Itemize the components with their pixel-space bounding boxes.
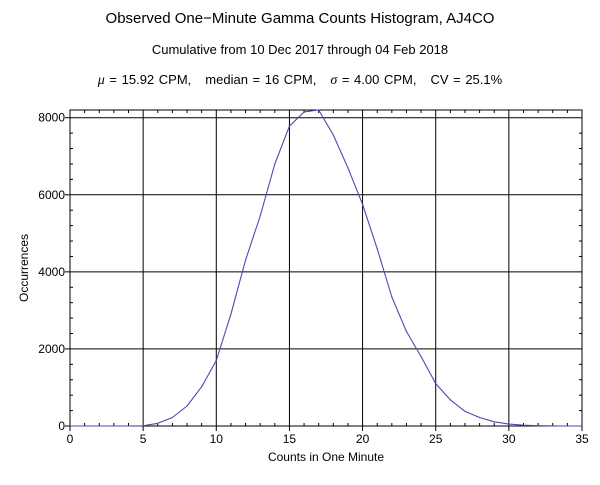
data-point bbox=[274, 163, 276, 165]
data-point bbox=[508, 423, 510, 425]
data-point bbox=[113, 425, 115, 427]
grid bbox=[69, 110, 583, 427]
data-point bbox=[288, 125, 291, 127]
data-point bbox=[244, 259, 247, 261]
data-point bbox=[215, 359, 217, 362]
data-point bbox=[303, 111, 305, 113]
x-axis-label: Counts in One Minute bbox=[268, 450, 384, 464]
series-line bbox=[70, 109, 582, 427]
data-point bbox=[201, 386, 203, 388]
tick-labels: 0 5 10 15 20 25 30 35 0 2000 4000 6000 8000 bbox=[38, 111, 589, 446]
data-point bbox=[522, 424, 525, 426]
data-point bbox=[171, 416, 173, 419]
series-layer bbox=[69, 109, 583, 427]
y-tick-label: 6000 bbox=[38, 188, 65, 202]
chart-stats-line: μ = 15.92 CPM, median = 16 CPM, σ = 4.00 C… bbox=[0, 72, 600, 89]
chart-title: Observed One−Minute Gamma Counts Histogr… bbox=[105, 10, 495, 27]
data-point bbox=[566, 425, 568, 427]
y-tick-label: 0 bbox=[58, 419, 65, 433]
data-point bbox=[186, 405, 188, 407]
minor-ticks bbox=[70, 110, 582, 426]
x-tick-label: 30 bbox=[502, 432, 516, 446]
data-point bbox=[464, 410, 466, 412]
data-point bbox=[405, 330, 408, 333]
data-point bbox=[157, 422, 159, 424]
x-tick-label: 10 bbox=[210, 432, 224, 446]
data-point bbox=[537, 425, 539, 427]
data-point bbox=[479, 416, 481, 419]
y-axis-label: Occurrences bbox=[17, 234, 31, 302]
chart-subtitle: Cumulative from 10 Dec 2017 through 04 F… bbox=[151, 42, 449, 57]
median-stat: median = 16 CPM, bbox=[205, 72, 317, 87]
data-point bbox=[376, 248, 378, 250]
data-point bbox=[420, 356, 422, 358]
plot-frame bbox=[69, 109, 583, 427]
x-tick-label: 5 bbox=[140, 432, 147, 446]
data-point bbox=[259, 215, 261, 217]
data-point bbox=[230, 313, 232, 315]
data-point bbox=[347, 167, 349, 169]
x-tick-label: 35 bbox=[575, 432, 589, 446]
x-tick-label: 15 bbox=[283, 432, 297, 446]
mean-stat: = 15.92 CPM, bbox=[104, 72, 192, 87]
data-point bbox=[318, 109, 320, 111]
data-point bbox=[127, 425, 130, 427]
data-point bbox=[84, 425, 86, 427]
x-tick-label: 0 bbox=[67, 432, 74, 446]
data-point bbox=[449, 399, 451, 401]
sigma-symbol: σ bbox=[330, 73, 338, 88]
sigma-stat: = 4.00 CPM, bbox=[337, 72, 417, 87]
y-tick-label: 2000 bbox=[38, 342, 65, 356]
cv-stat: CV = 25.1% bbox=[430, 72, 503, 87]
data-point bbox=[552, 425, 554, 427]
data-point bbox=[391, 296, 393, 298]
x-tick-label: 20 bbox=[356, 432, 370, 446]
data-point bbox=[435, 383, 437, 385]
data-point bbox=[361, 203, 364, 206]
y-tick-label: 8000 bbox=[38, 111, 65, 125]
y-tick-label: 4000 bbox=[38, 265, 65, 279]
data-point bbox=[332, 134, 334, 136]
data-point bbox=[493, 421, 495, 423]
x-tick-label: 25 bbox=[429, 432, 443, 446]
data-point bbox=[98, 425, 100, 427]
mu-symbol: μ bbox=[97, 73, 105, 88]
